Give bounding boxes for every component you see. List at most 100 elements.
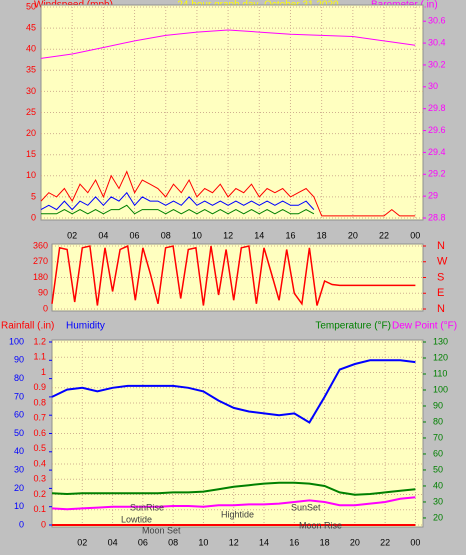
- y2-tick-label: 29: [428, 191, 438, 201]
- y2-tick-label: N: [437, 240, 445, 252]
- x-tick-label: 10: [198, 537, 208, 547]
- y2-tick-label: E: [437, 287, 444, 299]
- y-tick-label: 50: [26, 1, 36, 11]
- y2-tick-label: W: [437, 256, 448, 268]
- y2-tick-label: 50: [433, 464, 443, 474]
- x-tick-label: 02: [77, 537, 87, 547]
- y-tick-label: 0.1: [33, 504, 46, 514]
- y2-tick-label: 100: [433, 384, 448, 394]
- x-tick-label: 20: [348, 230, 358, 240]
- y-tick-label: 0.5: [33, 443, 46, 453]
- y-tick-label: 0.6: [33, 428, 46, 438]
- y2-tick-label: N: [437, 303, 445, 315]
- y3-tick-label: 20: [14, 483, 24, 493]
- x-tick-label: 06: [130, 230, 140, 240]
- y-tick-label: 40: [26, 44, 36, 54]
- x-tick-label: 00: [410, 537, 420, 547]
- y2-tick-label: 30.4: [428, 37, 446, 47]
- y2-tick-label: 40: [433, 480, 443, 490]
- series-line: [51, 496, 416, 511]
- y2-tick-label: 30.2: [428, 59, 446, 69]
- y2-tick-label: 20: [433, 512, 443, 522]
- x-tick-label: 18: [320, 537, 330, 547]
- y3-tick-label: 0: [19, 519, 24, 529]
- y2-tick-label: 29.2: [428, 169, 446, 179]
- x-tick-label: 08: [161, 230, 171, 240]
- y2-tick-label: 30: [433, 496, 443, 506]
- x-tick-label: 22: [379, 230, 389, 240]
- y-tick-label: 45: [26, 22, 36, 32]
- y-tick-label: 180: [33, 272, 48, 282]
- y2-tick-label: 30: [428, 81, 438, 91]
- x-tick-label: 04: [98, 230, 108, 240]
- rainfall-label: Rainfall (.in): [1, 321, 54, 332]
- x-tick-label: 12: [229, 537, 239, 547]
- y-tick-label: 0: [31, 212, 36, 222]
- series-line: [40, 29, 416, 59]
- series-line: [51, 481, 416, 496]
- series-line: [40, 191, 315, 211]
- series-line: [41, 204, 315, 215]
- humidity-label: Humidity: [66, 321, 105, 332]
- y2-tick-label: 29.6: [428, 125, 446, 135]
- y-tick-label: 0: [41, 519, 46, 529]
- y2-tick-label: 29.4: [428, 147, 446, 157]
- annotation: Hightide: [221, 509, 254, 519]
- x-tick-label: 10: [192, 230, 202, 240]
- x-tick-label: 22: [380, 537, 390, 547]
- y2-tick-label: 70: [433, 432, 443, 442]
- annotation: Moon Rise: [299, 520, 342, 530]
- x-tick-label: 12: [223, 230, 233, 240]
- y-tick-label: 0.3: [33, 474, 46, 484]
- y-tick-label: 15: [26, 149, 36, 159]
- y2-tick-label: S: [437, 271, 444, 283]
- x-tick-label: 20: [350, 537, 360, 547]
- y2-tick-label: 30.6: [428, 16, 446, 26]
- y2-tick-label: 130: [433, 336, 448, 346]
- y3-tick-label: 70: [14, 391, 24, 401]
- y-tick-label: 0.9: [33, 382, 46, 392]
- series-line: [51, 359, 416, 424]
- x-tick-label: 16: [289, 537, 299, 547]
- y-tick-label: 0.7: [33, 413, 46, 423]
- y-tick-label: 35: [26, 65, 36, 75]
- y-tick-label: 5: [31, 191, 36, 201]
- y-tick-label: 0: [43, 303, 48, 313]
- x-tick-label: 02: [67, 230, 77, 240]
- x-tick-label: 16: [285, 230, 295, 240]
- y-tick-label: 360: [33, 240, 48, 250]
- y3-tick-label: 80: [14, 373, 24, 383]
- y-tick-label: 20: [26, 128, 36, 138]
- y3-tick-label: 60: [14, 410, 24, 420]
- y-tick-label: 0.8: [33, 397, 46, 407]
- x-tick-label: 08: [168, 537, 178, 547]
- annotation: SunSet: [291, 502, 321, 512]
- x-tick-label: 14: [259, 537, 269, 547]
- y2-tick-label: 110: [433, 368, 447, 378]
- y2-tick-label: 28.8: [428, 212, 446, 222]
- y-tick-label: 90: [38, 288, 48, 298]
- annotation: Lowtide: [121, 514, 152, 524]
- x-tick-label: 04: [108, 537, 118, 547]
- annotation: Moon Set: [142, 525, 181, 535]
- y3-tick-label: 30: [14, 464, 24, 474]
- annotation: SunRise: [130, 502, 164, 512]
- dewpoint-label: Dew Point (°F): [392, 321, 457, 332]
- series-line: [40, 170, 416, 217]
- temperature-label: Temperature (°F): [315, 321, 391, 332]
- y-tick-label: 1.2: [33, 336, 46, 346]
- y-tick-label: 0.4: [33, 458, 46, 468]
- y-tick-label: 30: [26, 86, 36, 96]
- x-tick-label: 06: [138, 537, 148, 547]
- y3-tick-label: 100: [9, 336, 24, 346]
- y2-tick-label: 80: [433, 416, 443, 426]
- y-tick-label: 1: [41, 367, 46, 377]
- series-line: [51, 244, 416, 306]
- y3-tick-label: 40: [14, 446, 24, 456]
- x-tick-label: 14: [254, 230, 264, 240]
- y2-tick-label: 90: [433, 400, 443, 410]
- y2-tick-label: 60: [433, 448, 443, 458]
- x-tick-label: 00: [410, 230, 420, 240]
